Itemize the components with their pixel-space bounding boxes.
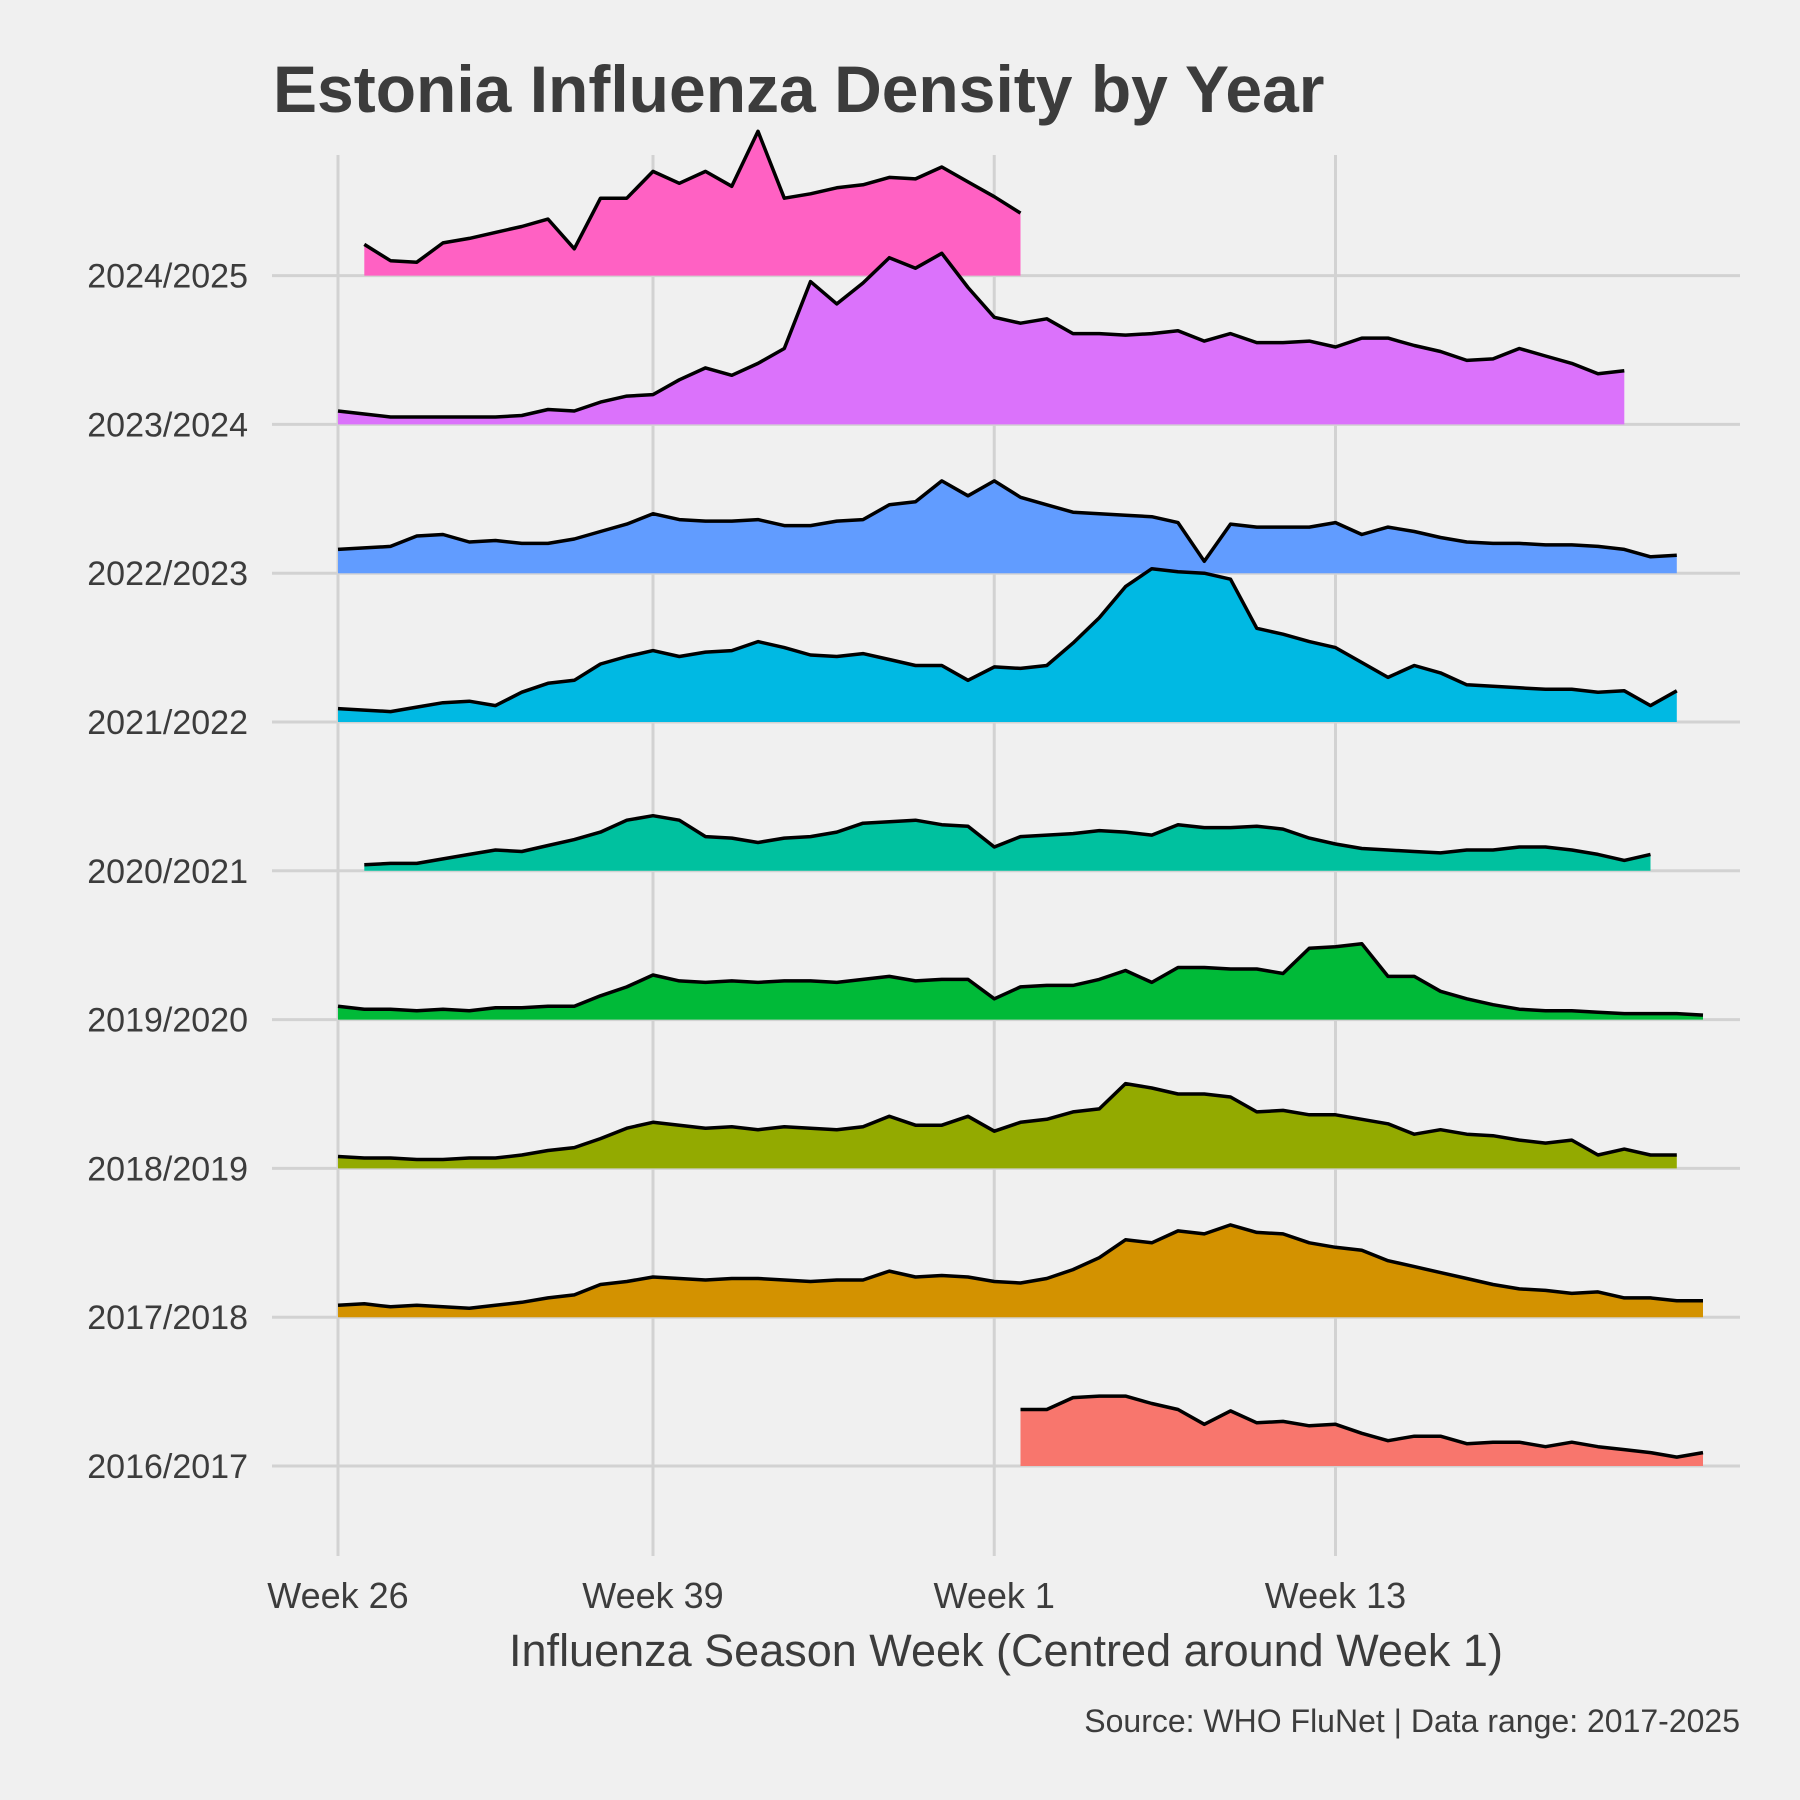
ridge-area xyxy=(338,1224,1703,1318)
ridge-2023-2024 xyxy=(337,251,1625,425)
ridge-area xyxy=(1020,1396,1703,1466)
ridge-area xyxy=(338,1083,1677,1169)
y-tick-label: 2019/2020 xyxy=(87,1002,248,1040)
ridge-2020-2021 xyxy=(364,813,1651,871)
x-tick-label: Week 13 xyxy=(1265,1575,1406,1616)
y-tick-label: 2018/2019 xyxy=(87,1150,248,1188)
chart-caption: Source: WHO FluNet | Data range: 2017-20… xyxy=(1084,1703,1740,1739)
x-tick-labels: Week 26 Week 39 Week 1 Week 13 xyxy=(267,1575,1406,1616)
y-tick-label: 2022/2023 xyxy=(87,555,248,593)
ridge-2018-2019 xyxy=(337,1081,1677,1169)
ridge-area xyxy=(338,943,1703,1020)
ridge-2019-2020 xyxy=(337,941,1704,1020)
y-tick-label: 2020/2021 xyxy=(87,853,248,891)
x-axis-label: Influenza Season Week (Centred around We… xyxy=(509,1625,1503,1676)
ridge-area xyxy=(364,131,1021,276)
ridge-outline xyxy=(337,1223,1703,1311)
ridge-outline xyxy=(337,941,1704,1017)
y-tick-labels: 2016/2017 2017/2018 2018/2019 2019/2020 2020… xyxy=(87,258,248,1486)
ridge-2016-2017 xyxy=(1020,1394,1704,1466)
ridge-outline xyxy=(363,129,1022,264)
y-tick-label: 2017/2018 xyxy=(87,1299,248,1337)
ridge-outline xyxy=(1020,1394,1704,1459)
y-tick-label: 2023/2024 xyxy=(87,406,248,444)
chart-title: Estonia Influenza Density by Year xyxy=(273,52,1324,126)
ridge-outline xyxy=(337,1081,1677,1162)
x-tick-label: Week 26 xyxy=(267,1575,408,1616)
ridge-area xyxy=(338,480,1677,574)
y-tick-label: 2021/2022 xyxy=(87,704,248,742)
ridge-outline xyxy=(337,251,1625,419)
ridge-area xyxy=(338,568,1677,722)
ridge-outline xyxy=(337,479,1677,564)
y-tick-label: 2016/2017 xyxy=(87,1448,248,1486)
ridges xyxy=(337,129,1704,1466)
x-tick-label: Week 1 xyxy=(934,1575,1055,1616)
ridge-outline xyxy=(364,813,1651,867)
x-tick-label: Week 39 xyxy=(582,1575,723,1616)
ridge-outline xyxy=(337,566,1678,714)
ridge-2017-2018 xyxy=(337,1223,1703,1318)
ridge-area xyxy=(338,253,1625,425)
ridge-2024-2025 xyxy=(363,129,1022,276)
y-tick-label: 2024/2025 xyxy=(87,258,248,296)
ridge-2022-2023 xyxy=(337,479,1677,574)
ridge-2021-2022 xyxy=(337,566,1678,722)
